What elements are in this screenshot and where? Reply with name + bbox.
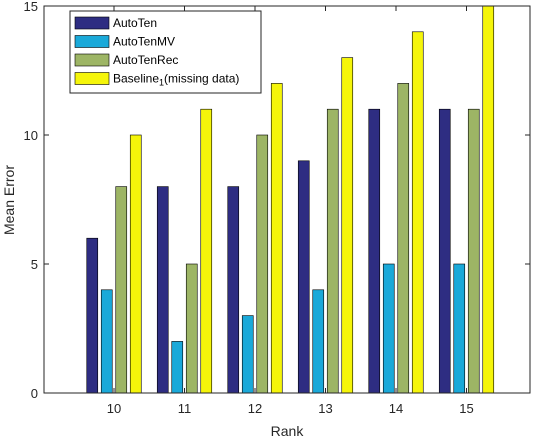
- bar-autotenmv-15: [453, 263, 466, 394]
- bar-baseline-11: [200, 108, 213, 394]
- bar-autotenmv-12: [241, 315, 254, 394]
- x-axis: 10 11 12 13 14 15: [107, 6, 474, 416]
- bar-baseline-10: [129, 134, 142, 394]
- y-tick-label: 0: [31, 386, 38, 401]
- bar-autotenrec-15: [467, 108, 480, 394]
- bar-baseline-12: [270, 83, 283, 394]
- bar-autotenrec-14: [397, 83, 410, 394]
- bar-autoten-10: [86, 237, 99, 394]
- x-tick-label: 10: [107, 401, 121, 416]
- bar-autotenmv-13: [312, 289, 325, 394]
- bar-baseline-15: [482, 5, 495, 394]
- legend-swatch-autoten: [74, 16, 110, 30]
- bar-autoten-12: [227, 186, 240, 394]
- y-tick-label: 5: [31, 257, 38, 272]
- legend: AutoTen AutoTenMV AutoTenRec Baseline1(miss…: [69, 10, 262, 94]
- y-axis-label: Mean Error: [1, 165, 17, 235]
- bar-autotenrec-11: [185, 263, 198, 394]
- y-axis: 0 5 10 15: [24, 0, 530, 401]
- x-tick-label: 12: [248, 401, 262, 416]
- bar-autotenrec-12: [256, 134, 269, 394]
- bar-autotenmv-14: [382, 263, 395, 394]
- bar-baseline-14: [411, 31, 424, 394]
- legend-label-autoten: AutoTen: [113, 16, 157, 30]
- x-tick-label: 15: [459, 401, 473, 416]
- x-tick-label: 11: [178, 401, 192, 416]
- x-axis-label: Rank: [271, 423, 305, 438]
- bar-autotenrec-10: [115, 186, 128, 394]
- legend-label-baseline: Baseline1(missing data): [113, 72, 239, 88]
- bar-autoten-15: [438, 108, 451, 394]
- bar-baseline-13: [341, 57, 354, 394]
- bar-autotenmv-10: [100, 289, 113, 394]
- plot-frame: [43, 5, 531, 394]
- x-tick-label: 14: [389, 401, 403, 416]
- bar-autoten-13: [297, 160, 310, 394]
- legend-label-autotenrec: AutoTenRec: [113, 53, 178, 67]
- y-tick-label: 10: [24, 128, 38, 143]
- bar-autotenrec-13: [326, 108, 339, 394]
- legend-swatch-autotenrec: [74, 53, 110, 67]
- x-tick-label: 13: [318, 401, 332, 416]
- y-tick-label: 15: [24, 0, 38, 14]
- bar-autoten-14: [368, 108, 381, 394]
- legend-label-autotenmv: AutoTenMV: [113, 35, 175, 49]
- legend-swatch-baseline: [74, 72, 110, 85]
- bar-autoten-11: [156, 186, 169, 394]
- legend-swatch-autotenmv: [74, 35, 110, 48]
- bar-autotenmv-11: [171, 341, 184, 394]
